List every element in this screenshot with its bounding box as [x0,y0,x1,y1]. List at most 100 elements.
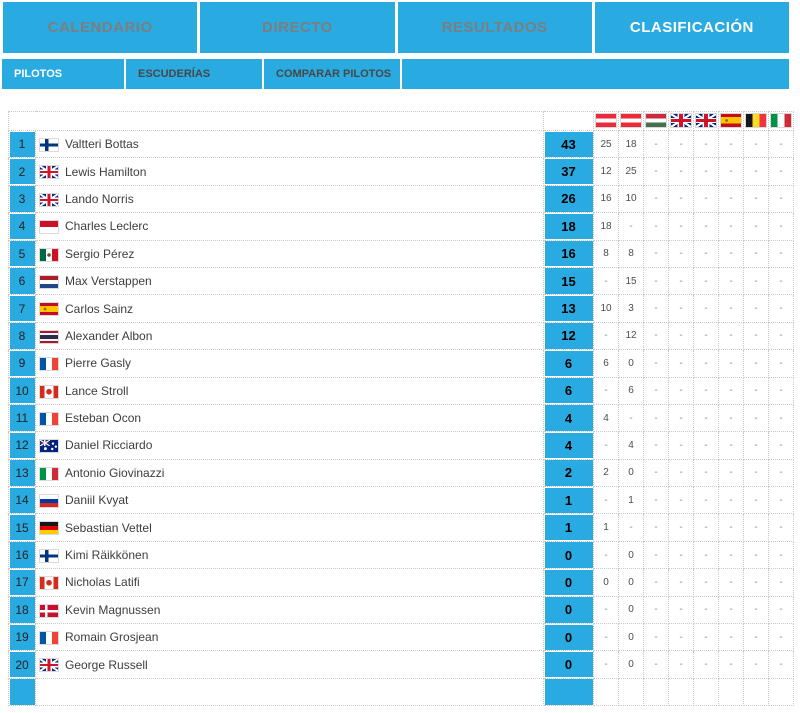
driver-name[interactable]: Charles Leclerc [65,219,149,234]
driver-name[interactable]: Carlos Sainz [65,301,134,316]
driver-name[interactable]: Lewis Hamilton [65,164,147,179]
race-points-cell: - [643,212,669,241]
driver-flag-uk-icon [40,193,58,206]
race-points-cell: - [668,540,694,570]
total-points-cell: 0 [543,623,594,652]
driver-cell: George Russell [35,650,544,679]
race-points-cell: - [668,431,694,460]
race-points-cell: 0 [618,458,644,488]
driver-flag-monaco-icon [40,221,58,234]
driver-cell: Alexander Albon [35,321,544,351]
driver-name[interactable]: Sergio Pérez [65,246,135,261]
total-points-cell: 16 [543,239,594,268]
driver-name[interactable]: Nicholas Latifi [65,575,140,590]
driver-cell: Lance Stroll [35,376,544,405]
subtab-pilotos[interactable]: PILOTOS [2,59,124,89]
race-points-cell: - [643,431,669,460]
total-points-cell: 0 [543,650,594,679]
total-points-cell: 13 [543,294,594,323]
subtab-escuderias[interactable]: ESCUDERÍAS [126,59,262,89]
position-cell: 1 [8,129,36,159]
driver-name[interactable]: Pierre Gasly [65,356,132,371]
race-points-cell: - [668,321,694,351]
driver-flag-mexico-icon [40,248,58,261]
race-flag-cell [618,111,644,131]
race-points-cell: - [643,458,669,488]
driver-name[interactable]: Esteban Ocon [65,411,142,426]
race-points-cell: - [768,184,794,214]
race-points-cell: - [768,568,794,597]
driver-cell: Lewis Hamilton [35,157,544,186]
position-cell: 16 [8,540,36,570]
race-points-cell: - [593,266,619,296]
race-points-cell: - [743,349,769,378]
race-points-cell: - [768,650,794,679]
race-points-cell: - [668,595,694,625]
driver-name[interactable]: Kimi Räikkönen [65,548,149,563]
tab-directo[interactable]: DIRECTO [200,2,395,53]
race-points-cell: - [593,486,619,515]
driver-row: 7 Carlos Sainz 13 10 3- - - - - - [8,294,794,323]
race-points-cell: - [718,239,744,268]
race-flags-header-row [8,111,794,131]
race-points-cell: - [743,513,769,542]
total-points-cell [543,677,594,707]
driver-name[interactable]: Romain Grosjean [65,630,159,645]
race-points-cell: - [718,266,744,296]
race-points-cell: - [593,540,619,570]
subnav-filler-bar [402,59,789,89]
race-points-cell: - [693,431,719,460]
driver-name[interactable]: Max Verstappen [65,274,152,289]
subtab-comparar-pilotos[interactable]: COMPARAR PILOTOS [264,59,400,89]
race-points-cell: - [693,540,719,570]
race-points-cell: 3 [618,294,644,323]
driver-cell: Charles Leclerc [35,212,544,241]
race-flag-cell [668,111,694,131]
tab-calendario[interactable]: CALENDARIO [3,2,198,53]
driver-cell: Esteban Ocon [35,403,544,433]
position-cell: 18 [8,595,36,625]
race-points-cell: - [643,266,669,296]
race-points-cell: - [668,349,694,378]
driver-name[interactable]: Lance Stroll [65,383,129,398]
race-points-cell: - [743,458,769,488]
driver-name[interactable]: Antonio Giovinazzi [65,465,165,480]
driver-name[interactable]: Valtteri Bottas [65,137,139,152]
tab-resultados[interactable]: RESULTADOS [397,2,592,53]
driver-flag-canada-icon [40,385,58,398]
race-points-cell: - [643,403,669,433]
driver-flag-france-icon [40,632,58,645]
total-points-cell: 37 [543,157,594,186]
race-points-cell: - [768,239,794,268]
race-points-cell: - [668,266,694,296]
race-points-cell: - [643,376,669,405]
driver-cell: Kevin Magnussen [35,595,544,625]
race-points-cell: - [643,321,669,351]
race-points-cell: 0 [618,595,644,625]
race-points-cell: - [693,184,719,214]
driver-name[interactable]: Daniel Ricciardo [65,438,153,453]
race-points-cell: - [743,184,769,214]
driver-name[interactable]: Kevin Magnussen [65,602,161,617]
race-points-cell: 1 [593,513,619,542]
race-points-cell: 16 [593,184,619,214]
race-points-cell: - [718,212,744,241]
driver-name[interactable]: Alexander Albon [65,328,153,343]
partial-next-row [8,677,794,707]
driver-name[interactable]: Lando Norris [65,191,134,206]
race-points-cell: - [768,266,794,296]
driver-name[interactable]: Sebastian Vettel [65,520,152,535]
race-points-cell: - [693,403,719,433]
race-flag-uk-icon [696,114,716,128]
driver-name[interactable]: Daniil Kvyat [65,493,129,508]
driver-row: 11 Esteban Ocon 4 4- - - - - - - [8,403,794,433]
race-points-cell: - [593,321,619,351]
race-points-cell: - [718,623,744,652]
race-points-cell: - [643,650,669,679]
driver-row: 15 Sebastian Vettel 1 1- - - - - - - [8,513,794,542]
driver-name[interactable]: George Russell [65,657,148,672]
tab-clasificacion[interactable]: CLASIFICACIÓN [594,2,789,53]
race-points-cell: - [693,376,719,405]
race-points-cell: - [743,294,769,323]
race-points-cell [593,677,619,707]
